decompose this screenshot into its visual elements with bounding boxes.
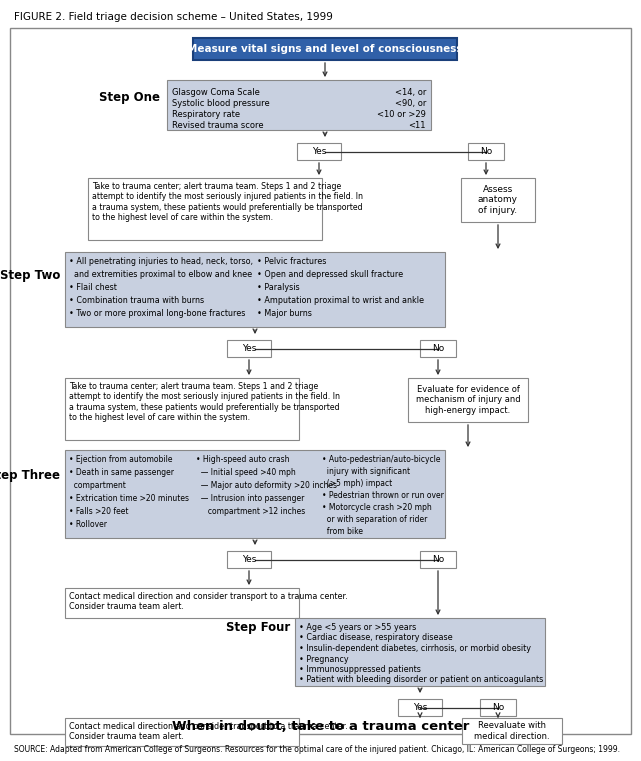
Text: • Two or more proximal long-bone fractures: • Two or more proximal long-bone fractur… — [69, 309, 246, 318]
Text: • Motorcycle crash >20 mph: • Motorcycle crash >20 mph — [322, 503, 432, 512]
Text: Measure vital signs and level of consciousness: Measure vital signs and level of conscio… — [187, 44, 463, 54]
Bar — [420, 340, 456, 357]
Bar — [420, 551, 456, 568]
Bar — [65, 588, 299, 618]
Bar — [468, 143, 504, 160]
Bar — [65, 378, 299, 440]
Text: Evaluate for evidence of
mechanism of injury and
high-energy impact.: Evaluate for evidence of mechanism of in… — [415, 385, 520, 415]
Text: • Age <5 years or >55 years: • Age <5 years or >55 years — [299, 623, 416, 632]
Text: SOURCE: Adapted from American College of Surgeons. Resources for the optimal car: SOURCE: Adapted from American College of… — [14, 746, 620, 754]
Text: • Cardiac disease, respiratory disease: • Cardiac disease, respiratory disease — [299, 633, 453, 642]
Text: • Ejection from automobile: • Ejection from automobile — [69, 455, 172, 464]
Text: • Insulin-dependent diabetes, cirrhosis, or morbid obesity: • Insulin-dependent diabetes, cirrhosis,… — [299, 644, 531, 653]
Text: • Pelvic fractures: • Pelvic fractures — [257, 257, 326, 266]
Bar — [408, 378, 528, 422]
Text: Reevaluate with
medical direction.: Reevaluate with medical direction. — [474, 721, 550, 740]
Text: — Intrusion into passenger: — Intrusion into passenger — [196, 494, 304, 503]
Text: injury with significant: injury with significant — [322, 467, 410, 476]
Bar — [88, 178, 322, 240]
Text: from bike: from bike — [322, 527, 363, 536]
Text: Yes: Yes — [242, 555, 256, 564]
Text: • Amputation proximal to wrist and ankle: • Amputation proximal to wrist and ankle — [257, 296, 424, 305]
Text: No: No — [432, 555, 444, 564]
Text: Take to trauma center; alert trauma team. Steps 1 and 2 triage
attempt to identi: Take to trauma center; alert trauma team… — [92, 182, 363, 222]
Text: Yes: Yes — [312, 147, 326, 156]
Bar — [65, 718, 299, 746]
Text: • Falls >20 feet: • Falls >20 feet — [69, 507, 128, 516]
Text: and extremities proximal to elbow and knee: and extremities proximal to elbow and kn… — [69, 270, 252, 279]
Text: Respiratory rate: Respiratory rate — [172, 110, 240, 119]
Text: • All penetrating injuries to head, neck, torso,: • All penetrating injuries to head, neck… — [69, 257, 253, 266]
Text: Step Four: Step Four — [226, 622, 290, 635]
Text: No: No — [432, 344, 444, 353]
Bar — [480, 699, 516, 716]
Text: — Initial speed >40 mph: — Initial speed >40 mph — [196, 468, 296, 477]
Bar — [227, 340, 271, 357]
Text: Contact medical direction and consider transport to a trauma center.
Consider tr: Contact medical direction and consider t… — [69, 592, 347, 611]
Text: — Major auto deformity >20 inches: — Major auto deformity >20 inches — [196, 481, 337, 490]
Text: • Auto-pedestrian/auto-bicycle: • Auto-pedestrian/auto-bicycle — [322, 455, 441, 464]
Text: (>5 mph) impact: (>5 mph) impact — [322, 479, 392, 488]
Text: • Extrication time >20 minutes: • Extrication time >20 minutes — [69, 494, 189, 503]
Text: • Death in same passenger: • Death in same passenger — [69, 468, 174, 477]
Text: Assess
anatomy
of injury.: Assess anatomy of injury. — [478, 185, 518, 215]
Text: • Flail chest: • Flail chest — [69, 283, 117, 292]
Text: compartment >12 inches: compartment >12 inches — [196, 507, 305, 516]
Bar — [398, 699, 442, 716]
Text: • Pedestrian thrown or run over: • Pedestrian thrown or run over — [322, 491, 444, 500]
Text: Systolic blood pressure: Systolic blood pressure — [172, 99, 270, 108]
Bar — [65, 450, 445, 538]
Text: Yes: Yes — [242, 344, 256, 353]
Bar — [193, 38, 457, 60]
Bar — [227, 551, 271, 568]
Bar — [461, 178, 535, 222]
Text: When in doubt, take to a trauma center: When in doubt, take to a trauma center — [172, 720, 469, 733]
Text: Revised trauma score: Revised trauma score — [172, 121, 263, 130]
Bar — [167, 80, 431, 130]
Bar — [297, 143, 341, 160]
Text: • Combination trauma with burns: • Combination trauma with burns — [69, 296, 204, 305]
Text: <10 or >29: <10 or >29 — [377, 110, 426, 119]
Text: <11: <11 — [408, 121, 426, 130]
Bar — [462, 718, 562, 744]
Text: • Rollover: • Rollover — [69, 520, 107, 529]
Text: Step One: Step One — [99, 91, 160, 103]
Text: Take to trauma center; alert trauma team. Steps 1 and 2 triage
attempt to identi: Take to trauma center; alert trauma team… — [69, 382, 340, 422]
Text: • High-speed auto crash: • High-speed auto crash — [196, 455, 289, 464]
Text: • Open and depressed skull fracture: • Open and depressed skull fracture — [257, 270, 403, 279]
Text: • Patient with bleeding disorder or patient on anticoagulants: • Patient with bleeding disorder or pati… — [299, 676, 544, 684]
Text: Step Two: Step Two — [0, 269, 60, 282]
Text: • Pregnancy: • Pregnancy — [299, 654, 349, 664]
Text: • Paralysis: • Paralysis — [257, 283, 299, 292]
Text: Step Three: Step Three — [0, 469, 60, 482]
Text: <90, or: <90, or — [395, 99, 426, 108]
Text: <14, or: <14, or — [395, 88, 426, 97]
Text: or with separation of rider: or with separation of rider — [322, 515, 428, 524]
Text: Contact medical direction and consider transport to a trauma center.
Consider tr: Contact medical direction and consider t… — [69, 722, 347, 741]
Text: FIGURE 2. Field triage decision scheme – United States, 1999: FIGURE 2. Field triage decision scheme –… — [14, 12, 333, 22]
Text: No: No — [480, 147, 492, 156]
Text: • Immunosuppressed patients: • Immunosuppressed patients — [299, 665, 421, 674]
Text: • Major burns: • Major burns — [257, 309, 312, 318]
Text: No: No — [492, 703, 504, 712]
Bar — [295, 618, 545, 686]
Bar — [65, 252, 445, 327]
Text: Yes: Yes — [413, 703, 427, 712]
Text: Glasgow Coma Scale: Glasgow Coma Scale — [172, 88, 260, 97]
Text: compartment: compartment — [69, 481, 126, 490]
